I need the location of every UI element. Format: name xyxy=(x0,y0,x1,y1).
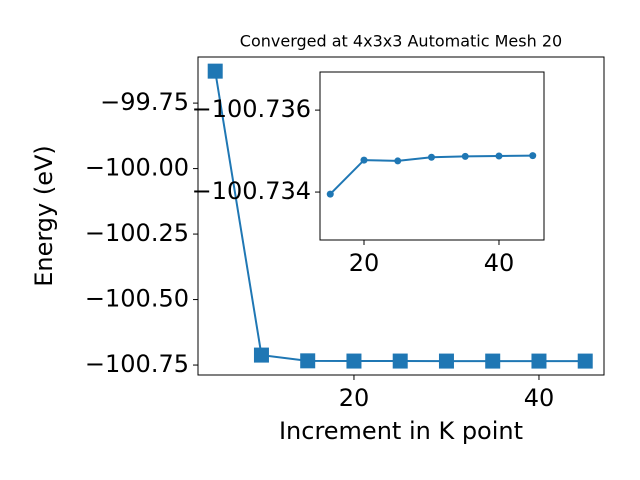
y-tick-label: −100.734 xyxy=(192,177,311,205)
marker xyxy=(529,152,537,160)
chart-title: Converged at 4x3x3 Automatic Mesh 20 xyxy=(240,32,562,51)
marker xyxy=(253,347,269,363)
marker xyxy=(438,353,454,369)
y-tick-label: −100.75 xyxy=(85,350,189,378)
y-tick-label: −100.25 xyxy=(85,219,189,247)
y-axis-label: Energy (eV) xyxy=(30,145,58,287)
marker xyxy=(461,152,469,160)
x-tick-label: 20 xyxy=(349,249,380,277)
y-tick-label: −100.00 xyxy=(85,154,189,182)
marker xyxy=(427,153,435,161)
marker xyxy=(392,353,408,369)
marker xyxy=(300,353,316,369)
marker xyxy=(360,156,368,164)
y-tick-label: −99.75 xyxy=(100,88,189,116)
marker xyxy=(577,353,593,369)
marker xyxy=(346,353,362,369)
marker xyxy=(531,353,547,369)
marker xyxy=(485,353,501,369)
marker xyxy=(207,63,223,79)
x-tick-label: 40 xyxy=(484,249,515,277)
marker xyxy=(495,152,503,160)
marker xyxy=(326,190,334,198)
marker xyxy=(394,157,402,165)
x-tick-label: 40 xyxy=(524,384,555,412)
y-tick-label: −100.736 xyxy=(192,95,311,123)
x-axis-label: Increment in K point xyxy=(279,417,523,445)
x-tick-label: 20 xyxy=(339,384,370,412)
y-tick-label: −100.50 xyxy=(85,285,189,313)
